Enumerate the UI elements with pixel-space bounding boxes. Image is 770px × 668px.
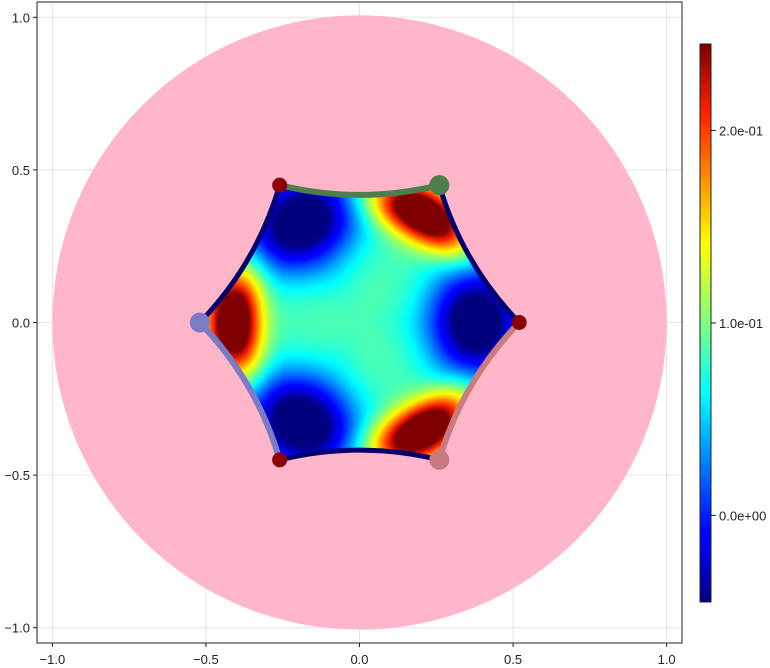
y-tick-label: −0.5 bbox=[4, 468, 30, 483]
y-tick-label: 1.0 bbox=[12, 10, 30, 25]
hexagon-edge bbox=[436, 182, 522, 325]
vertex-markers bbox=[189, 175, 527, 470]
y-tick-label: 0.5 bbox=[12, 163, 30, 178]
colorbar-tick-label: 1.0e-01 bbox=[719, 316, 763, 331]
y-axis-ticks: −1.0 −0.5 0.0 0.5 1.0 bbox=[4, 10, 37, 636]
x-tick-label: 0.5 bbox=[504, 652, 522, 667]
vertex-marker bbox=[429, 449, 450, 470]
colorbar-gradient bbox=[699, 43, 712, 603]
x-tick-label: 1.0 bbox=[658, 652, 676, 667]
vertex-marker bbox=[272, 177, 288, 193]
highlighted-arc bbox=[436, 319, 523, 463]
plot-axes: −1.0 −0.5 0.0 0.5 1.0 −1.0 −0.5 0.0 0.5 1.0 bbox=[4, 1, 683, 667]
hexagon-edge bbox=[197, 182, 283, 325]
x-tick-label: −1.0 bbox=[40, 652, 66, 667]
hexagon-edge bbox=[277, 447, 442, 463]
y-tick-label: −1.0 bbox=[4, 621, 30, 636]
vertex-marker bbox=[429, 175, 450, 196]
highlighted-arc bbox=[196, 319, 283, 463]
y-tick-label: 0.0 bbox=[12, 316, 30, 331]
colorbar-tick-label: 0.0e+00 bbox=[719, 508, 766, 523]
colorbar-ticks: 0.0e+00 1.0e-01 2.0e-01 bbox=[711, 124, 766, 523]
x-tick-label: −0.5 bbox=[193, 652, 219, 667]
vertex-marker bbox=[511, 315, 527, 330]
x-axis-ticks: −1.0 −0.5 0.0 0.5 1.0 bbox=[40, 643, 676, 667]
colorbar-tick-label: 2.0e-01 bbox=[719, 124, 763, 139]
vertex-marker bbox=[272, 452, 288, 468]
highlighted-arc bbox=[276, 182, 443, 198]
highlighted-arcs bbox=[196, 182, 523, 463]
colorbar: 0.0e+00 1.0e-01 2.0e-01 bbox=[699, 43, 766, 603]
vertex-marker bbox=[189, 312, 210, 333]
x-tick-label: 0.0 bbox=[350, 652, 368, 667]
